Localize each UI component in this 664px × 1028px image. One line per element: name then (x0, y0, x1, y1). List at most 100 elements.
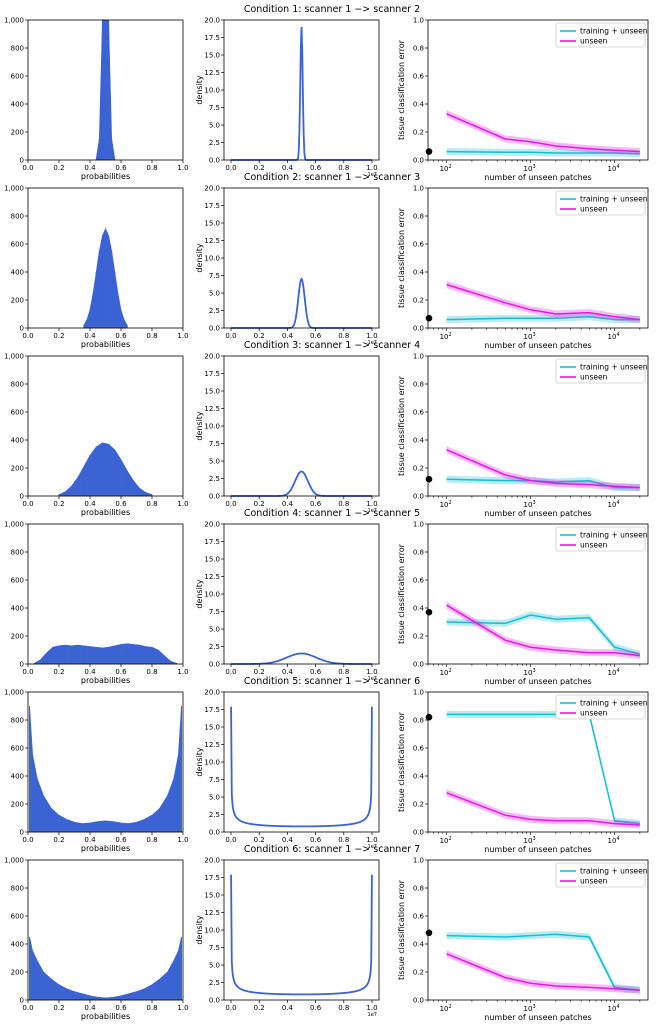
density-panel: 0.0 2.5 5.0 7.5 10.0 12.5 15.0 17.5 20.0 0.0 0.2 0.… (195, 353, 380, 514)
error-ytick-label: 0.8 (413, 213, 424, 221)
histogram-xtick-label: 0.6 (115, 500, 127, 508)
density-ytick-label: 20.0 (204, 185, 220, 193)
error-ytick-label: 0.0 (413, 661, 424, 669)
error-band-training-unseen (446, 710, 640, 828)
error-ytick-label: 0.0 (413, 325, 424, 333)
condition-title: Condition 2: scanner 1 −> scanner 3 (244, 172, 420, 183)
histogram-ytick-label: 800 (11, 549, 24, 557)
density-ytick-label: 20.0 (204, 689, 220, 697)
density-ylabel: density (195, 579, 204, 609)
error-ytick-label: 1.0 (413, 353, 424, 361)
histogram-xtick-label: 1.0 (177, 164, 188, 172)
histogram-ytick-label: 0 (20, 493, 24, 501)
error-xtick-label: 104 (608, 164, 620, 173)
histogram-xtick-label: 0.4 (84, 332, 96, 340)
density-xtick-label: 0.6 (310, 1004, 322, 1012)
histogram-panel: 0 200 400 600 800 1,000 0.0 0.2 0.4 0.6 0.8 1.0 prob… (4, 857, 189, 1022)
histogram-ytick-label: 1,000 (4, 689, 24, 697)
density-ytick-label: 15.0 (204, 388, 220, 396)
density-ytick-label: 15.0 (204, 52, 220, 60)
condition-title: Condition 1: scanner 1 −> scanner 2 (244, 4, 420, 15)
density-exponent: 1e7 (368, 676, 377, 682)
density-ytick-label: 10.0 (204, 87, 220, 95)
legend-label: unseen (580, 205, 608, 214)
histogram-xtick-label: 1.0 (177, 500, 188, 508)
density-ytick-label: 2.5 (209, 643, 220, 651)
baseline-dot (425, 929, 433, 937)
histogram-xtick-label: 0.8 (146, 836, 157, 844)
density-ytick-label: 17.5 (204, 34, 220, 42)
density-frame (223, 523, 380, 665)
error-ylabel: tissue classification error (397, 543, 406, 644)
error-line-training-unseen (446, 614, 641, 655)
error-ytick-label: 0.8 (413, 885, 424, 893)
error-panel: 0.0 0.2 0.4 0.6 0.8 1.0 102 103 104 number of uns… (397, 353, 649, 518)
error-line-training-unseen (446, 150, 640, 155)
density-frame (223, 859, 380, 1001)
density-curve (231, 26, 372, 161)
error-xtick-label: 103 (524, 668, 536, 677)
density-ytick-label: 17.5 (204, 706, 220, 714)
histogram-ytick-label: 0 (20, 157, 24, 165)
density-panel: 0.0 2.5 5.0 7.5 10.0 12.5 15.0 17.5 20.0 0.0 0.2 0.… (195, 689, 380, 850)
histogram-ytick-label: 400 (11, 941, 24, 949)
error-ylabel: tissue classification error (397, 207, 406, 308)
density-ytick-label: 15.0 (204, 556, 220, 564)
density-panel: 0.0 2.5 5.0 7.5 10.0 12.5 15.0 17.5 20.0 0.0 0.2 0.… (195, 17, 380, 178)
legend-label: training + unseen (580, 363, 648, 372)
density-ylabel: density (195, 75, 204, 105)
histogram-xtick-label: 0.2 (53, 836, 64, 844)
error-line-unseen (446, 792, 640, 826)
density-ytick-label: 0.0 (209, 157, 220, 165)
histogram-panel: 0 200 400 600 800 1,000 0.0 0.2 0.4 0.6 0.8 1.0 prob… (4, 689, 189, 854)
error-ytick-label: 1.0 (413, 689, 424, 697)
density-xtick-label: 1.0 (366, 500, 377, 508)
density-xtick-label: 0.8 (338, 1004, 349, 1012)
error-ylabel: tissue classification error (397, 375, 406, 476)
legend-label: training + unseen (580, 699, 648, 708)
condition-title: Condition 4: scanner 1 −> scanner 5 (244, 508, 420, 519)
density-xtick-label: 0.4 (282, 332, 294, 340)
histogram-xtick-label: 0.8 (146, 668, 157, 676)
histogram-xtick-label: 0.4 (84, 164, 96, 172)
condition-row-1: Condition 1: scanner 1 −> scanner 2 0 200 4… (4, 4, 649, 182)
density-ytick-label: 2.5 (209, 475, 220, 483)
error-line-unseen (446, 449, 640, 489)
histogram-ytick-label: 400 (11, 773, 24, 781)
legend-label: unseen (580, 877, 608, 886)
density-ylabel: density (195, 747, 204, 777)
density-ytick-label: 2.5 (209, 811, 220, 819)
histogram-xtick-label: 0.6 (115, 668, 127, 676)
error-ytick-label: 0.2 (413, 969, 424, 977)
density-ytick-label: 7.5 (209, 944, 220, 952)
error-xtick-label: 103 (524, 332, 536, 341)
histogram-xtick-label: 0.2 (53, 332, 64, 340)
density-xtick-label: 0.8 (338, 332, 349, 340)
baseline-dot (425, 314, 433, 322)
density-xtick-label: 0.6 (310, 500, 322, 508)
error-xlabel: number of unseen patches (484, 173, 591, 182)
density-xtick-label: 0.4 (282, 500, 294, 508)
error-ytick-label: 0.2 (413, 129, 424, 137)
density-xtick-label: 0.2 (254, 668, 265, 676)
histogram-ytick-label: 1,000 (4, 17, 24, 25)
legend-label: training + unseen (580, 27, 648, 36)
error-ylabel: tissue classification error (397, 39, 406, 140)
error-ytick-label: 0.8 (413, 381, 424, 389)
density-xtick-label: 0.8 (338, 500, 349, 508)
error-xtick-label: 102 (440, 668, 452, 677)
histogram-frame (27, 187, 184, 329)
baseline-dot (425, 475, 433, 483)
error-line-unseen (446, 604, 640, 657)
baseline-dot (425, 608, 433, 616)
histogram-panel: 0 200 400 600 800 1,000 0.0 0.2 0.4 0.6 0.8 1.0 prob… (4, 185, 189, 350)
density-ytick-label: 5.0 (209, 122, 220, 130)
error-ylabel: tissue classification error (397, 879, 406, 980)
density-exponent: 1e7 (368, 1012, 377, 1018)
error-xtick-label: 104 (608, 1004, 620, 1013)
error-ytick-label: 0.4 (413, 269, 425, 277)
density-ytick-label: 5.0 (209, 626, 220, 634)
density-xtick-label: 0.4 (282, 668, 294, 676)
histogram-xtick-label: 0.2 (53, 500, 64, 508)
error-line-unseen (446, 283, 640, 321)
